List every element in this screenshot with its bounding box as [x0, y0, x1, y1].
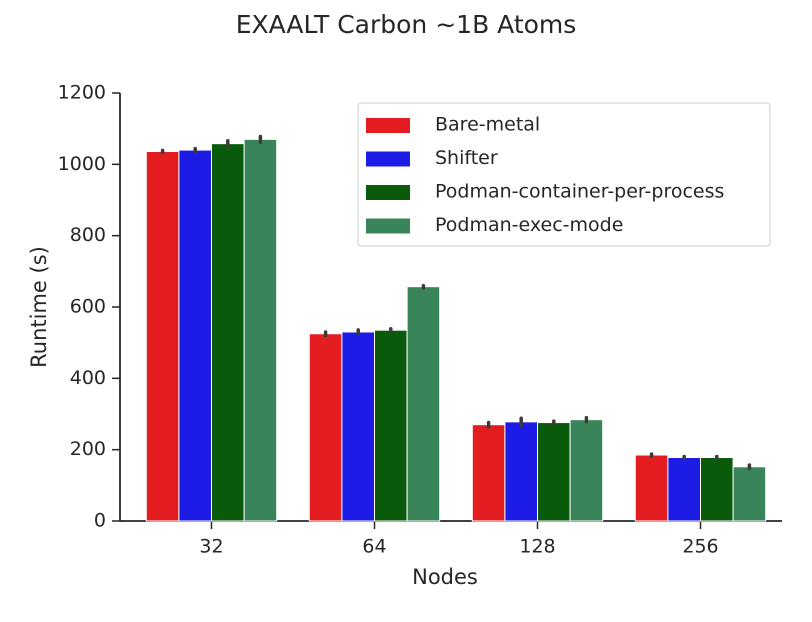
x-axis-label: Nodes	[412, 565, 478, 589]
legend-label: Podman-container-per-process	[435, 181, 724, 203]
bar	[178, 149, 212, 522]
y-tick-label: 0	[94, 510, 106, 532]
legend-swatch	[366, 185, 410, 200]
x-tick-label: 128	[519, 536, 555, 558]
bar	[243, 138, 278, 522]
y-tick-label: 200	[70, 438, 106, 460]
legend-box	[357, 102, 771, 247]
bar	[374, 329, 408, 522]
y-tick-label: 800	[70, 224, 106, 246]
bar	[667, 457, 702, 522]
bar	[145, 150, 180, 522]
y-tick-label: 1000	[58, 153, 106, 175]
bar	[211, 143, 245, 522]
y-axis-label: Runtime (s)	[27, 246, 51, 368]
bar	[504, 421, 538, 522]
x-tick-label: 32	[199, 536, 223, 558]
chart-title: EXAALT Carbon ~1B Atoms	[236, 10, 577, 39]
bar	[732, 466, 767, 522]
bar	[700, 457, 734, 522]
x-tick-label: 256	[682, 536, 718, 558]
bar	[471, 424, 506, 522]
legend-swatch	[366, 151, 410, 167]
legend-label: Bare-metal	[435, 114, 540, 136]
legend-label: Podman-exec-mode	[435, 214, 623, 236]
bar	[308, 333, 343, 522]
y-tick-label: 600	[70, 296, 106, 318]
bar	[569, 419, 604, 522]
bar	[537, 422, 571, 522]
legend-swatch	[366, 218, 410, 234]
legend-swatch	[366, 118, 410, 133]
bar	[341, 331, 375, 522]
x-tick-label: 64	[362, 536, 386, 558]
bar	[634, 454, 669, 522]
y-tick-label: 1200	[58, 82, 106, 104]
y-tick-label: 400	[70, 367, 106, 389]
bar	[406, 286, 441, 522]
legend-label: Shifter	[435, 147, 498, 169]
